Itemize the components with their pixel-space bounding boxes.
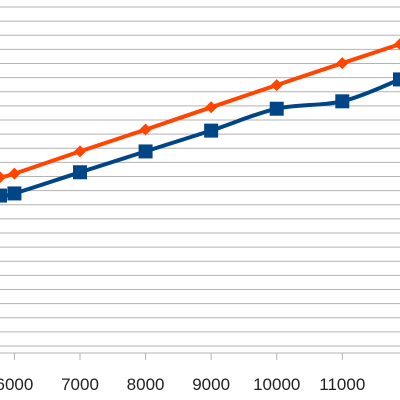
x-axis-ticks: 6000 7000 8000 9000 10000 11000 <box>0 353 365 394</box>
x-tick-label-10000: 10000 <box>253 375 300 394</box>
series-1-point-5-square-icon <box>269 101 284 116</box>
x-tick-label-11000: 11000 <box>319 375 365 394</box>
x-tick-label-6000: 6000 <box>0 375 33 394</box>
series-1-line <box>0 77 400 198</box>
series-1-point-3-square-icon <box>138 144 153 159</box>
x-tick-label-7000: 7000 <box>61 375 99 394</box>
series-0-point-7-diamond-icon <box>394 38 400 51</box>
series-group <box>0 38 400 203</box>
gridlines <box>0 6 400 347</box>
x-tick-label-9000: 9000 <box>192 375 230 394</box>
series-1-point-0-square-icon <box>0 188 7 203</box>
series-1-point-4-square-icon <box>204 123 219 138</box>
series-0-point-4-diamond-icon <box>205 101 218 114</box>
series-0-point-3-diamond-icon <box>139 123 152 136</box>
x-tick-label-8000: 8000 <box>127 375 165 394</box>
series-0-point-5-diamond-icon <box>270 79 283 92</box>
series-0-point-1-diamond-icon <box>8 167 21 180</box>
series-1-point-6-square-icon <box>335 94 350 109</box>
series-1-point-1-square-icon <box>7 186 22 201</box>
series-0-line <box>0 42 400 180</box>
series-0-point-0-diamond-icon <box>0 171 6 184</box>
series-1-point-2-square-icon <box>73 165 87 180</box>
series-0-point-2-diamond-icon <box>74 145 86 158</box>
series-0-point-6-diamond-icon <box>336 57 349 70</box>
series-1-point-7-square-icon <box>393 72 400 87</box>
